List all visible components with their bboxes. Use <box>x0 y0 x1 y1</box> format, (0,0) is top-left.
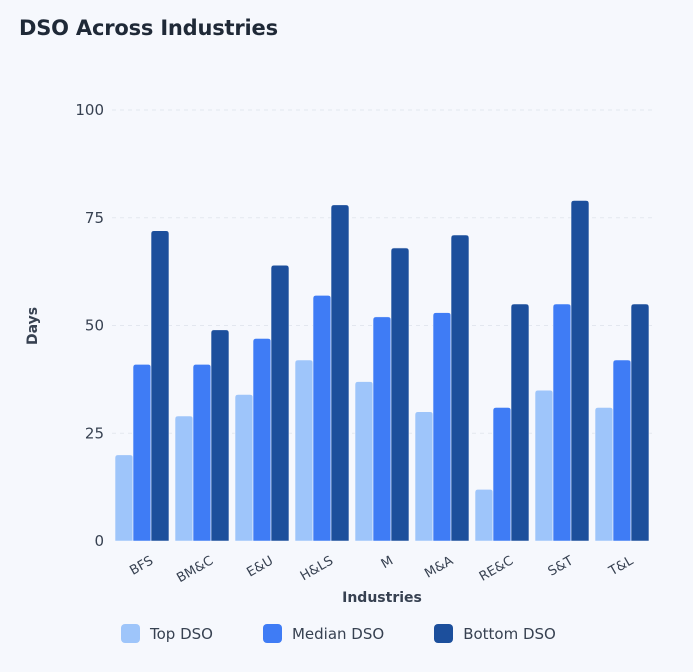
y-axis-title: Days <box>25 307 41 345</box>
y-axis-ticks: 0 25 50 75 100 <box>75 101 104 550</box>
bar-median-dso <box>612 359 632 542</box>
bar-median-dso <box>432 312 452 542</box>
chart-title: DSO Across Industries <box>19 16 278 40</box>
bar-median-dso <box>552 303 572 542</box>
x-tick-label: BFS <box>127 553 156 578</box>
legend-item[interactable]: Bottom DSO <box>434 624 556 643</box>
bar-bottom-dso <box>510 303 530 542</box>
legend-label: Top DSO <box>150 624 213 643</box>
bar-top-dso <box>114 454 134 542</box>
x-tick-label: S&T <box>546 553 576 579</box>
bar-top-dso <box>234 394 254 542</box>
legend-item[interactable]: Median DSO <box>262 624 385 643</box>
bar-bottom-dso <box>450 234 470 542</box>
x-tick-label: E&U <box>244 553 276 580</box>
bar-top-dso <box>534 389 554 542</box>
bar-median-dso <box>192 363 212 542</box>
bar-top-dso <box>174 415 194 542</box>
legend-swatch <box>434 624 454 643</box>
legend-label: Median DSO <box>291 624 385 643</box>
bar-median-dso <box>252 338 272 542</box>
bar-median-dso <box>492 407 512 542</box>
bar-bottom-dso <box>210 329 230 542</box>
bar-top-dso <box>594 407 614 542</box>
legend: Top DSO Median DSO Bottom DSO <box>121 624 606 643</box>
y-tick-label: 25 <box>85 424 104 442</box>
legend-swatch <box>121 624 140 643</box>
x-axis-title: Industries <box>342 590 422 606</box>
y-tick-label: 0 <box>94 532 104 550</box>
y-tick-label: 75 <box>85 209 104 227</box>
bar-bottom-dso <box>570 200 590 542</box>
bars <box>114 200 650 542</box>
bar-bottom-dso <box>390 247 410 542</box>
bar-median-dso <box>132 363 152 542</box>
x-tick-label: M&A <box>422 553 456 581</box>
legend-swatch <box>262 624 282 643</box>
bar-bottom-dso <box>150 230 170 542</box>
bar-top-dso <box>474 488 494 542</box>
bar-top-dso <box>354 381 374 542</box>
bar-top-dso <box>414 411 434 542</box>
x-tick-label: T&L <box>606 553 637 580</box>
bar-bottom-dso <box>270 264 290 542</box>
y-tick-label: 100 <box>75 101 104 119</box>
bar-bottom-dso <box>630 303 650 542</box>
legend-item[interactable]: Top DSO <box>121 624 213 643</box>
x-tick-label: RE&C <box>477 553 516 584</box>
x-tick-label: BM&C <box>174 553 216 586</box>
x-axis-ticks: BFS BM&C E&U H&LS M M&A RE&C S&T T&L <box>127 553 636 586</box>
x-tick-label: H&LS <box>298 553 336 584</box>
y-tick-label: 50 <box>85 317 104 335</box>
bar-median-dso <box>372 316 392 542</box>
bar-bottom-dso <box>330 204 350 542</box>
bar-median-dso <box>312 295 332 542</box>
legend-label: Bottom DSO <box>463 624 556 643</box>
bar-top-dso <box>294 359 314 542</box>
x-tick-label: M <box>379 553 396 572</box>
